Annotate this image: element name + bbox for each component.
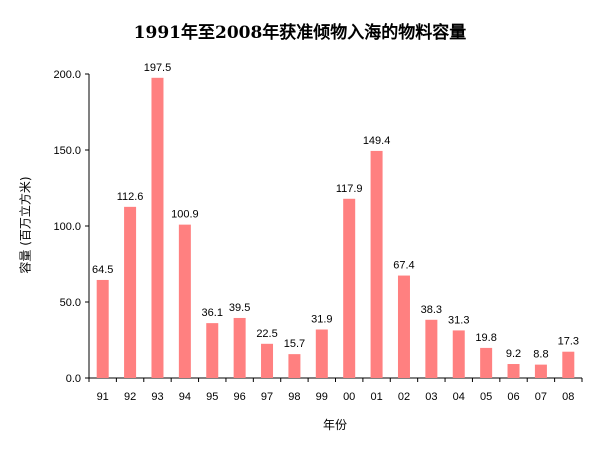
x-tick-label: 02 xyxy=(398,391,410,403)
data-label: 117.9 xyxy=(336,183,363,195)
x-tick-label: 03 xyxy=(425,391,437,403)
bar-01 xyxy=(370,150,383,378)
x-axis-label: 年份 xyxy=(322,418,348,432)
bar-93 xyxy=(151,77,164,379)
x-tick-label: 94 xyxy=(179,391,191,403)
bar-00 xyxy=(343,198,356,378)
x-tick-label: 07 xyxy=(535,391,547,403)
data-label: 36.1 xyxy=(202,307,223,319)
data-label: 38.3 xyxy=(421,304,442,316)
data-label: 15.7 xyxy=(284,338,305,350)
bar-95 xyxy=(206,323,219,378)
data-label: 112.6 xyxy=(117,191,144,203)
y-tick-label: 150.0 xyxy=(53,145,81,157)
data-label: 31.9 xyxy=(311,314,332,326)
x-tick-label: 08 xyxy=(562,391,574,403)
bar-94 xyxy=(178,224,191,378)
bar-06 xyxy=(507,364,520,378)
x-tick-label: 92 xyxy=(124,391,136,403)
y-tick-label: 50.0 xyxy=(60,297,81,309)
chart-title: 1991年至2008年获准倾物入海的物料容量 xyxy=(133,23,467,43)
bar-98 xyxy=(288,354,301,378)
bar-07 xyxy=(534,364,547,378)
bar-91 xyxy=(96,279,109,378)
data-label: 39.5 xyxy=(229,302,250,314)
bar-04 xyxy=(452,330,465,378)
bar-97 xyxy=(261,343,274,378)
x-tick-label: 06 xyxy=(507,391,519,403)
data-label: 9.2 xyxy=(506,348,521,360)
bar-96 xyxy=(233,317,246,378)
data-label: 17.3 xyxy=(558,336,579,348)
data-label: 64.5 xyxy=(92,264,113,276)
bar-05 xyxy=(480,347,493,378)
y-tick-label: 0.0 xyxy=(66,373,81,385)
data-label: 67.4 xyxy=(393,260,414,272)
x-tick-label: 04 xyxy=(453,391,465,403)
x-tick-label: 01 xyxy=(370,391,382,403)
y-tick-label: 200.0 xyxy=(53,69,81,81)
data-label: 19.8 xyxy=(475,332,496,344)
x-tick-label: 95 xyxy=(206,391,218,403)
x-tick-label: 93 xyxy=(151,391,163,403)
bar-08 xyxy=(562,351,575,378)
bar-03 xyxy=(425,319,438,378)
x-tick-label: 05 xyxy=(480,391,492,403)
x-tick-label: 00 xyxy=(343,391,355,403)
data-label: 149.4 xyxy=(363,135,391,147)
x-tick-label: 97 xyxy=(261,391,273,403)
x-tick-label: 96 xyxy=(234,391,246,403)
bar-92 xyxy=(124,206,137,378)
x-tick-label: 98 xyxy=(288,391,300,403)
x-tick-label: 91 xyxy=(97,391,109,403)
data-label: 197.5 xyxy=(144,62,172,74)
bar-02 xyxy=(397,275,410,378)
data-label: 31.3 xyxy=(448,314,469,326)
y-tick-label: 100.0 xyxy=(53,221,81,233)
data-label: 8.8 xyxy=(533,349,548,361)
x-tick-label: 99 xyxy=(316,391,328,403)
data-label: 100.9 xyxy=(171,209,199,221)
data-label: 22.5 xyxy=(256,328,277,340)
bar-99 xyxy=(315,329,328,378)
